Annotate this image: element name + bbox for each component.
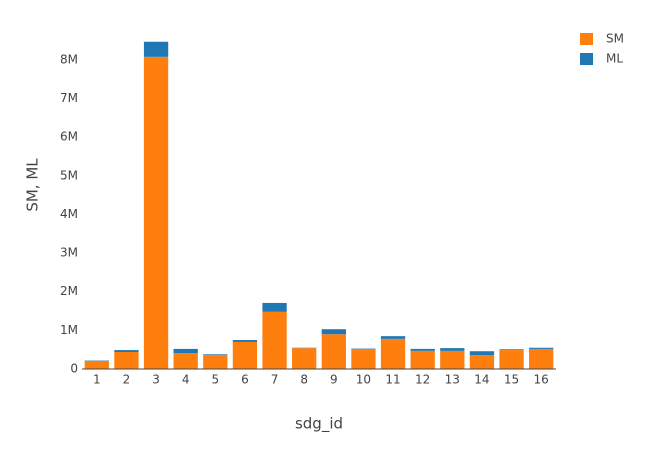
legend-label: SM: [606, 32, 624, 46]
x-tick-label: 7: [271, 373, 279, 387]
bar-segment: [262, 302, 287, 312]
bar-segment: [469, 351, 495, 356]
x-tick-label: 10: [356, 373, 371, 387]
bar-segment: [469, 355, 495, 369]
x-tick-label: 11: [385, 373, 400, 387]
x-tick-label: 16: [534, 373, 549, 387]
x-tick-label: 3: [152, 373, 160, 387]
bar-segment: [410, 348, 435, 351]
bar-segment: [114, 352, 139, 369]
bar-segment: [232, 341, 258, 369]
x-tick-label: 5: [211, 373, 219, 387]
legend-swatch: [580, 53, 593, 65]
x-tick-label: 15: [504, 373, 519, 387]
y-tick-label: 1M: [60, 323, 78, 337]
bar-segment: [351, 348, 376, 369]
bar-segment: [380, 336, 406, 339]
y-tick-label: 6M: [60, 130, 78, 144]
y-tick-label: 3M: [60, 246, 78, 260]
y-tick-label: 4M: [60, 207, 78, 221]
bar-segment: [499, 349, 524, 351]
bar-segment: [529, 347, 554, 349]
bar-segment: [114, 350, 139, 352]
y-tick-label: 2M: [60, 284, 78, 298]
bar-segment: [143, 41, 169, 57]
bar-segment: [499, 350, 524, 369]
x-tick-label: 6: [241, 373, 249, 387]
y-tick-label: 8M: [60, 52, 78, 66]
bar-segment: [440, 350, 465, 369]
bar-segment: [203, 354, 228, 356]
legend-label: ML: [606, 52, 623, 66]
bar-segment: [232, 340, 258, 342]
bar-segment: [292, 348, 317, 369]
bar-segment: [262, 311, 287, 369]
bar-segment: [440, 348, 465, 351]
bar-segment: [321, 334, 346, 369]
y-tick-label: 5M: [60, 168, 78, 182]
bar-segment: [203, 355, 228, 369]
x-tick-label: 8: [300, 373, 308, 387]
x-tick-label: 14: [474, 373, 489, 387]
x-tick-label: 1: [93, 373, 101, 387]
x-axis-title: sdg_id: [295, 415, 343, 434]
bar-segment: [143, 56, 169, 370]
y-tick-label: 7M: [60, 91, 78, 105]
bar-segment: [173, 353, 198, 369]
bar-segment: [380, 338, 406, 369]
bar-segment: [321, 329, 346, 335]
legend-swatch: [580, 33, 593, 45]
bar-segment: [173, 348, 198, 354]
x-tick-label: 9: [330, 373, 338, 387]
x-tick-label: 12: [415, 373, 430, 387]
x-tick-label: 4: [182, 373, 190, 387]
bar-segment: [84, 360, 109, 369]
x-tick-label: 13: [445, 373, 460, 387]
y-axis-title: SM, ML: [24, 158, 42, 212]
y-tick-label: 0: [70, 362, 78, 376]
bar-segment: [410, 350, 435, 369]
x-tick-label: 2: [123, 373, 131, 387]
bar-segment: [529, 348, 554, 369]
